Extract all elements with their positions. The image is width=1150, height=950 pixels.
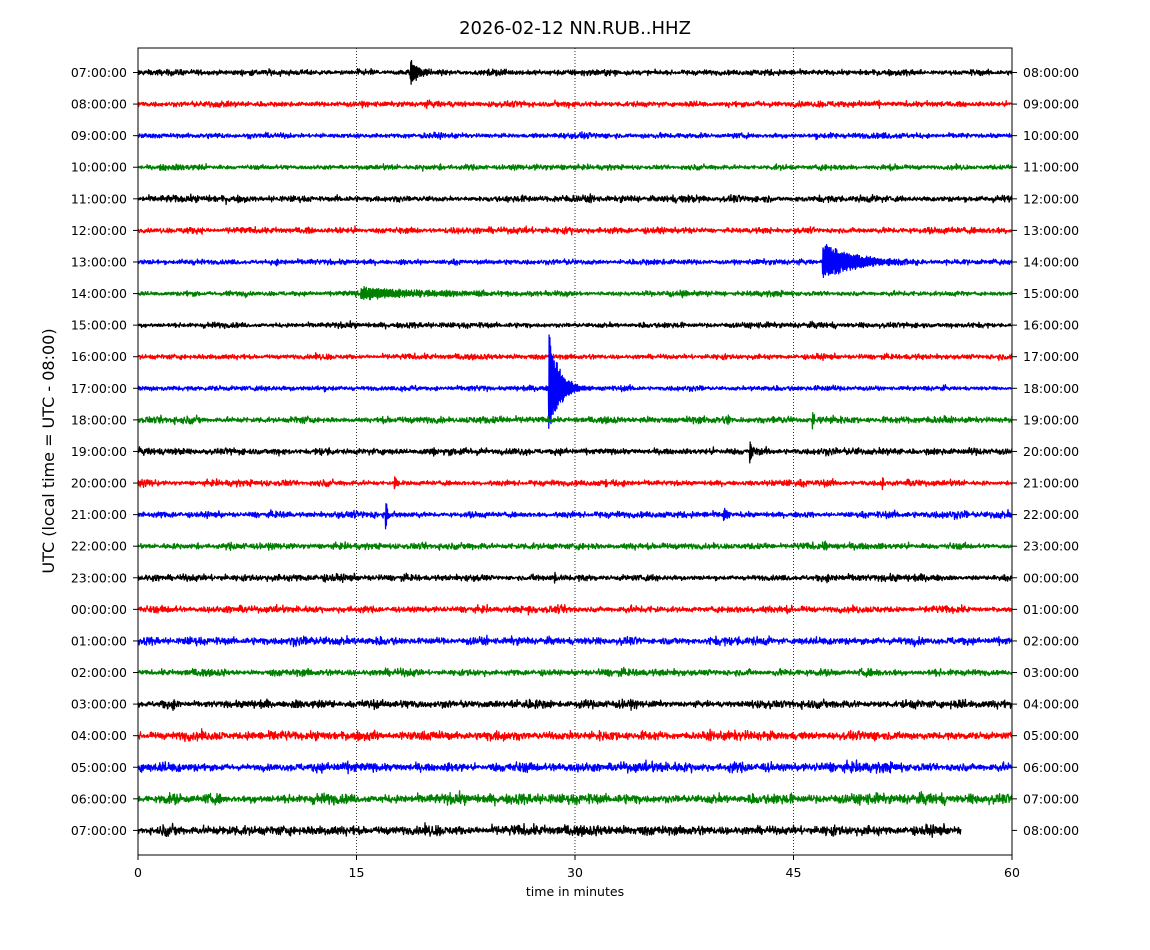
trace-row — [137, 503, 1013, 530]
row-label-left: 20:00:00 — [71, 476, 127, 491]
row-label-right: 01:00:00 — [1023, 602, 1079, 617]
row-label-left: 21:00:00 — [71, 507, 127, 522]
row-label-right: 04:00:00 — [1023, 697, 1079, 712]
trace-row — [137, 790, 1013, 807]
trace-row — [137, 822, 962, 838]
x-tick-label: 30 — [567, 865, 583, 880]
trace-row — [137, 244, 1013, 279]
row-label-right: 23:00:00 — [1023, 539, 1079, 554]
trace-row — [137, 412, 1013, 430]
row-label-right: 03:00:00 — [1023, 665, 1079, 680]
trace-row — [137, 334, 1013, 429]
row-label-left: 07:00:00 — [71, 823, 127, 838]
trace-row — [137, 603, 1013, 616]
trace-row — [137, 540, 1013, 551]
trace-row — [137, 634, 1013, 648]
x-tick-label: 0 — [134, 865, 142, 880]
row-label-left: 08:00:00 — [71, 97, 127, 112]
row-label-left: 04:00:00 — [71, 728, 127, 743]
trace-row — [137, 441, 1013, 464]
trace-row — [137, 728, 1013, 743]
row-label-right: 02:00:00 — [1023, 633, 1079, 648]
row-label-left: 10:00:00 — [71, 160, 127, 175]
row-label-left: 23:00:00 — [71, 570, 127, 585]
row-label-right: 08:00:00 — [1023, 65, 1079, 80]
row-label-left: 00:00:00 — [71, 602, 127, 617]
trace-row — [137, 320, 1013, 330]
row-label-right: 16:00:00 — [1023, 318, 1079, 333]
row-label-right: 08:00:00 — [1023, 823, 1079, 838]
row-label-right: 05:00:00 — [1023, 728, 1079, 743]
row-label-right: 13:00:00 — [1023, 223, 1079, 238]
row-label-left: 05:00:00 — [71, 760, 127, 775]
row-label-right: 15:00:00 — [1023, 286, 1079, 301]
row-label-left: 18:00:00 — [71, 412, 127, 427]
trace-row — [137, 99, 1013, 109]
row-label-left: 22:00:00 — [71, 539, 127, 554]
y-axis-label: UTC (local time = UTC - 08:00) — [39, 328, 58, 573]
trace-row — [137, 193, 1013, 206]
chart-title: 2026-02-12 NN.RUB..HHZ — [459, 18, 691, 39]
row-label-right: 17:00:00 — [1023, 349, 1079, 364]
trace-row — [137, 163, 1013, 172]
row-label-left: 17:00:00 — [71, 381, 127, 396]
trace-row — [137, 131, 1013, 141]
x-tick-label: 45 — [786, 865, 802, 880]
row-label-right: 06:00:00 — [1023, 760, 1079, 775]
row-label-right: 18:00:00 — [1023, 381, 1079, 396]
row-label-left: 07:00:00 — [71, 65, 127, 80]
row-label-right: 20:00:00 — [1023, 444, 1079, 459]
row-label-right: 09:00:00 — [1023, 97, 1079, 112]
row-label-right: 21:00:00 — [1023, 476, 1079, 491]
row-label-right: 00:00:00 — [1023, 570, 1079, 585]
row-label-left: 13:00:00 — [71, 254, 127, 269]
row-label-left: 15:00:00 — [71, 318, 127, 333]
row-label-left: 11:00:00 — [71, 191, 127, 206]
trace-row — [137, 59, 1013, 85]
trace-row — [137, 225, 1013, 236]
trace-row — [137, 352, 1013, 362]
row-label-right: 11:00:00 — [1023, 160, 1079, 175]
row-label-right: 19:00:00 — [1023, 412, 1079, 427]
row-label-left: 09:00:00 — [71, 128, 127, 143]
row-label-right: 07:00:00 — [1023, 791, 1079, 806]
trace-row — [137, 286, 1013, 301]
row-label-right: 14:00:00 — [1023, 254, 1079, 269]
row-label-left: 02:00:00 — [71, 665, 127, 680]
x-axis-label: time in minutes — [526, 884, 624, 899]
trace-row — [137, 759, 1013, 775]
row-label-left: 16:00:00 — [71, 349, 127, 364]
plot-frame — [137, 47, 1013, 856]
trace-row — [137, 571, 1013, 584]
x-tick-label: 15 — [349, 865, 365, 880]
row-label-right: 22:00:00 — [1023, 507, 1079, 522]
row-label-right: 10:00:00 — [1023, 128, 1079, 143]
row-label-left: 01:00:00 — [71, 633, 127, 648]
row-label-left: 14:00:00 — [71, 286, 127, 301]
trace-row — [137, 476, 1013, 491]
trace-row — [137, 698, 1013, 711]
row-label-left: 06:00:00 — [71, 791, 127, 806]
trace-row — [137, 666, 1013, 678]
row-label-left: 12:00:00 — [71, 223, 127, 238]
x-tick-label: 60 — [1004, 865, 1020, 880]
row-label-left: 19:00:00 — [71, 444, 127, 459]
row-label-left: 03:00:00 — [71, 697, 127, 712]
row-label-right: 12:00:00 — [1023, 191, 1079, 206]
